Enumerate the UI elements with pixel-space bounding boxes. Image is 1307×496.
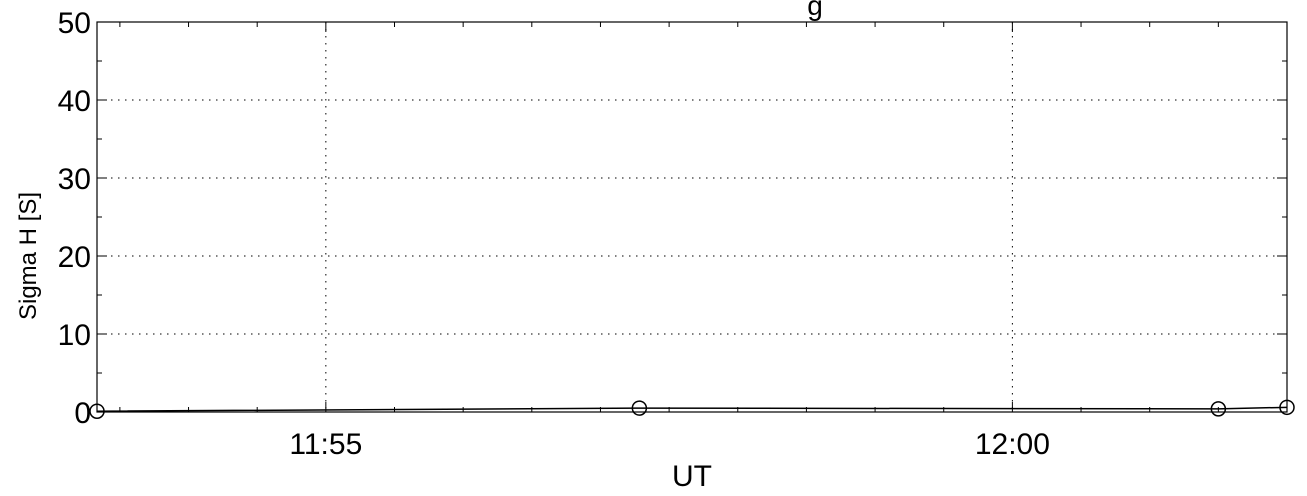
data-point bbox=[89, 403, 105, 419]
data-point bbox=[631, 400, 648, 416]
data-point bbox=[1279, 399, 1295, 416]
plot-frame bbox=[96, 21, 1288, 413]
y-tick-label: 10 bbox=[58, 319, 91, 352]
x-axis-label: UT bbox=[672, 460, 712, 493]
x-tick-labels: 11:55 12:00 bbox=[289, 428, 1050, 461]
data-point bbox=[1210, 401, 1227, 417]
y-tick-label: 30 bbox=[58, 163, 91, 196]
x-tick-label: 11:55 bbox=[289, 428, 362, 461]
grid-lines bbox=[97, 22, 1287, 412]
y-tick-label: 0 bbox=[74, 397, 91, 430]
y-axis-label: Sigma H [S] bbox=[15, 192, 42, 320]
y-tick-label: 40 bbox=[58, 85, 91, 118]
series-group bbox=[89, 399, 1295, 419]
chart-title: g bbox=[807, 0, 823, 21]
axis-ticks bbox=[97, 21, 1288, 413]
y-tick-labels: 0 10 20 30 40 50 bbox=[58, 7, 91, 430]
series-line bbox=[96, 406, 1288, 412]
y-tick-label: 50 bbox=[58, 7, 91, 40]
x-tick-label: 12:00 bbox=[975, 428, 1050, 461]
y-tick-label: 20 bbox=[58, 241, 91, 274]
